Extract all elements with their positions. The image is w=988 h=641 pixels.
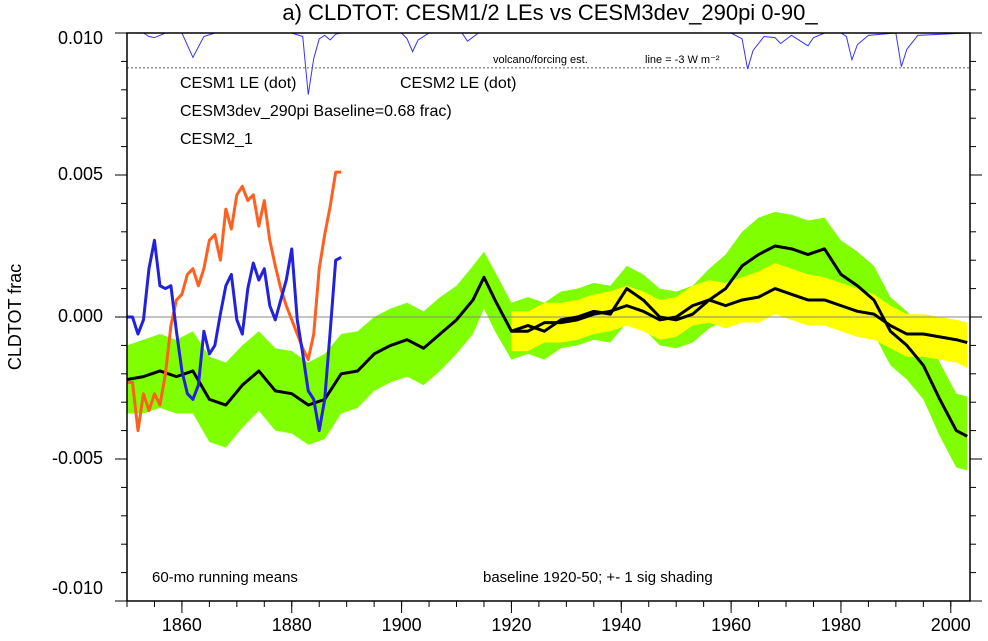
annotation: 60-mo running means	[152, 569, 298, 586]
y-tick-label: -0.005	[52, 448, 103, 468]
legend-entry: CESM2_1	[180, 131, 253, 148]
x-tick-label: 1900	[382, 615, 422, 635]
x-tick-label: 1940	[601, 615, 641, 635]
volcano-line	[127, 33, 968, 95]
series-line	[127, 170, 342, 433]
x-tick-label: 1960	[711, 615, 751, 635]
y-tick-label: 0.010	[58, 28, 103, 48]
plot-area	[127, 33, 970, 471]
y-tick-label: 0.005	[58, 164, 103, 184]
ensemble-mean-line	[127, 244, 968, 438]
ensemble-mean-line	[511, 287, 968, 345]
legend-entry: CESM1 LE (dot)	[180, 75, 296, 92]
volcano-line-label: line = -3 W m⁻²	[645, 54, 720, 66]
chart-title: a) CLDTOT: CESM1/2 LEs vs CESM3dev_290pi…	[282, 0, 818, 25]
y-axis-label: CLDTOT frac	[5, 264, 25, 370]
y-tick-label: 0.000	[58, 306, 103, 326]
volcano-label: volcano/forcing est.	[493, 54, 588, 66]
x-tick-label: 2000	[931, 615, 971, 635]
x-tick-label: 1920	[491, 615, 531, 635]
x-tick-label: 1980	[821, 615, 861, 635]
x-tick-label: 1880	[272, 615, 312, 635]
legend-entry: CESM3dev_290pi Baseline=0.68 frac)	[180, 103, 452, 120]
y-tick-label: -0.010	[52, 578, 103, 598]
annotation: baseline 1920-50; +- 1 sig shading	[483, 569, 713, 586]
series-line	[127, 238, 342, 433]
legend-entry: CESM2 LE (dot)	[400, 75, 516, 92]
x-tick-label: 1860	[162, 615, 202, 635]
